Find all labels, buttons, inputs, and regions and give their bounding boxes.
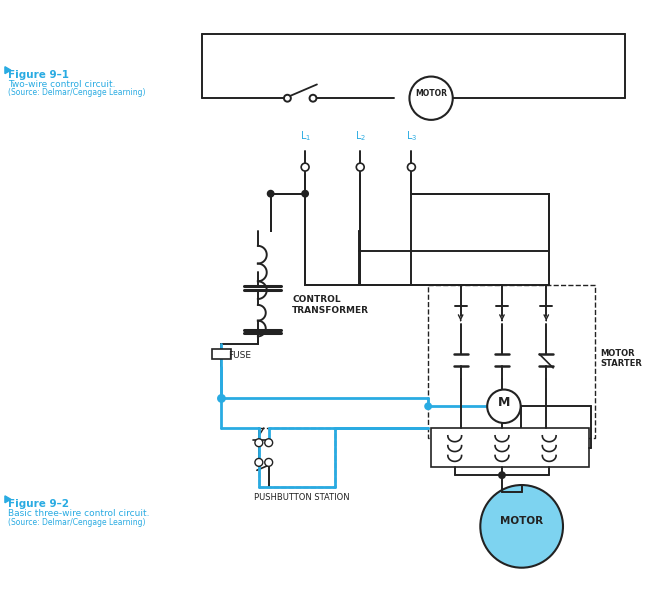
- Circle shape: [487, 389, 520, 423]
- Circle shape: [425, 403, 431, 409]
- Text: TRANSFORMER: TRANSFORMER: [292, 306, 369, 315]
- Text: Figure 9–2: Figure 9–2: [8, 499, 69, 509]
- Circle shape: [265, 439, 273, 447]
- Text: STARTER: STARTER: [600, 359, 643, 368]
- Text: CONTROL: CONTROL: [292, 295, 341, 304]
- Circle shape: [255, 459, 263, 466]
- Circle shape: [255, 439, 263, 447]
- Bar: [431, 428, 589, 467]
- Circle shape: [301, 163, 309, 171]
- Circle shape: [408, 163, 415, 171]
- Circle shape: [480, 485, 563, 568]
- Text: Figure 9–1: Figure 9–1: [8, 70, 69, 80]
- Circle shape: [265, 459, 273, 466]
- Text: PUSHBUTTON STATION: PUSHBUTTON STATION: [254, 493, 350, 502]
- Text: MOTOR: MOTOR: [500, 517, 543, 526]
- Bar: [212, 349, 231, 359]
- Text: FUSE: FUSE: [228, 351, 251, 360]
- Text: MOTOR: MOTOR: [415, 89, 447, 98]
- Circle shape: [310, 94, 317, 102]
- Bar: [259, 428, 335, 487]
- Circle shape: [356, 163, 364, 171]
- Circle shape: [302, 191, 308, 197]
- Text: Basic three-wire control circuit.: Basic three-wire control circuit.: [8, 509, 149, 518]
- Text: $\mathregular{L_3}$: $\mathregular{L_3}$: [406, 130, 417, 144]
- Text: MOTOR: MOTOR: [600, 349, 635, 358]
- Text: $\mathregular{L_1}$: $\mathregular{L_1}$: [300, 130, 311, 144]
- Circle shape: [284, 94, 291, 102]
- Text: $\mathregular{L_2}$: $\mathregular{L_2}$: [355, 130, 366, 144]
- Polygon shape: [5, 67, 11, 74]
- Polygon shape: [5, 496, 11, 503]
- Text: Two-wire control circuit.: Two-wire control circuit.: [8, 80, 116, 89]
- Circle shape: [218, 395, 225, 402]
- Text: M: M: [498, 396, 510, 409]
- Text: (Source: Delmar/Cengage Learning): (Source: Delmar/Cengage Learning): [8, 517, 145, 526]
- Circle shape: [410, 77, 453, 120]
- Bar: [428, 285, 596, 438]
- Text: (Source: Delmar/Cengage Learning): (Source: Delmar/Cengage Learning): [8, 89, 145, 97]
- Circle shape: [268, 191, 274, 197]
- Circle shape: [499, 472, 505, 478]
